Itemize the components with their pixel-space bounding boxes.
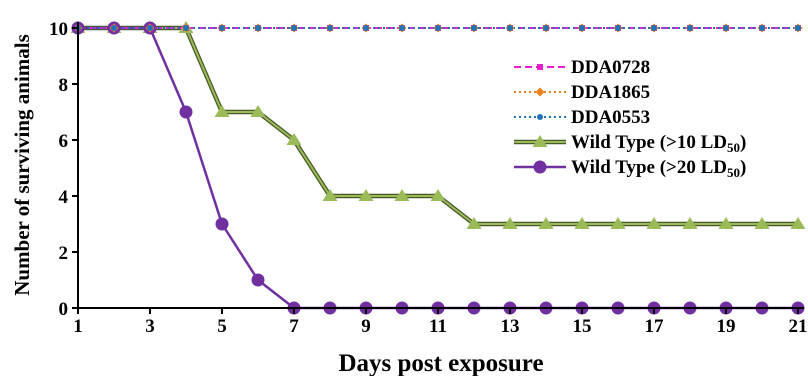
- legend-item-1-marker: [537, 64, 543, 70]
- x-tick-label: 5: [217, 316, 227, 337]
- series-4-point: [322, 189, 338, 201]
- y-tick-label: 6: [59, 131, 69, 152]
- series-3-point: [723, 25, 729, 31]
- series-3-point: [291, 25, 297, 31]
- series-4-point: [754, 217, 770, 229]
- x-tick-label: 11: [429, 316, 447, 337]
- legend-item-5-marker: [533, 160, 547, 174]
- series-4-point: [502, 217, 518, 229]
- series-3-point: [363, 25, 369, 31]
- y-tick-label: 4: [59, 187, 69, 208]
- legend-item-2: DDA1865: [514, 82, 650, 103]
- x-tick-label: 9: [361, 316, 371, 337]
- legend-item-4: Wild Type (>10 LD50): [514, 132, 746, 155]
- x-tick-label: 17: [645, 316, 665, 337]
- series-4-point: [358, 189, 374, 201]
- axes: [77, 22, 804, 309]
- series-3-point: [579, 25, 585, 31]
- legend-item-3: DDA0553: [514, 107, 650, 128]
- y-tick-label: 0: [59, 299, 69, 320]
- legend: DDA0728 DDA1865 DDA0553 Wild Type (>10 LD50…: [514, 57, 746, 180]
- legend-item-1: DDA0728: [514, 57, 650, 78]
- x-tick-label: 19: [717, 316, 736, 337]
- series-3-point: [471, 25, 477, 31]
- x-tick-label: 3: [145, 316, 155, 337]
- series-4-point: [430, 189, 446, 201]
- series-4-point: [574, 217, 590, 229]
- y-tick-label: 8: [59, 75, 69, 96]
- series-3-point: [399, 25, 405, 31]
- series-3-point: [147, 25, 153, 31]
- series-3-point: [183, 25, 189, 31]
- series-4-point: [538, 217, 554, 229]
- y-tick-label: 2: [59, 243, 69, 264]
- series-3-point: [327, 25, 333, 31]
- legend-item-5: Wild Type (>20 LD50): [514, 157, 746, 180]
- series-4-point: [286, 133, 302, 145]
- series-5-point: [179, 105, 193, 119]
- y-tick-label: 10: [49, 19, 68, 40]
- legend-item-2-label: DDA1865: [571, 82, 650, 103]
- series-3-point: [219, 25, 225, 31]
- series-3-point: [543, 25, 549, 31]
- series-4-point: [718, 217, 734, 229]
- legend-item-3-label: DDA0553: [571, 107, 650, 128]
- series-5-point: [251, 273, 265, 287]
- series-4-point: [682, 217, 698, 229]
- series-4-point: [394, 189, 410, 201]
- x-tick-label: 7: [289, 316, 299, 337]
- series-3-point: [615, 25, 621, 31]
- series-4-point: [250, 105, 266, 117]
- series-4-point: [466, 217, 482, 229]
- legend-item-4-marker: [532, 135, 548, 147]
- x-tick-label: 13: [501, 316, 520, 337]
- legend-item-5-label: Wild Type (>20 LD50): [571, 157, 746, 180]
- series-3-point: [687, 25, 693, 31]
- series-3-point: [507, 25, 513, 31]
- series-5-point: [215, 217, 229, 231]
- legend-item-2-marker: [535, 87, 545, 97]
- legend-item-1-label: DDA0728: [571, 57, 650, 78]
- series-3-point: [651, 25, 657, 31]
- series-3-point: [255, 25, 261, 31]
- y-axis-title: Number of surviving animals: [10, 34, 34, 296]
- x-tick-label: 15: [573, 316, 592, 337]
- series-3-point: [111, 25, 117, 31]
- series-3-point: [435, 25, 441, 31]
- legend-item-3-marker: [537, 114, 543, 120]
- x-tick-label: 1: [73, 316, 83, 337]
- series-4-point: [214, 105, 230, 117]
- series-markers: [70, 21, 806, 315]
- series-4-point: [646, 217, 662, 229]
- legend-item-4-label: Wild Type (>10 LD50): [571, 132, 746, 155]
- x-tick-label: 21: [789, 316, 808, 337]
- series-3-point: [759, 25, 765, 31]
- series-4-point: [610, 217, 626, 229]
- x-axis-title: Days post exposure: [338, 350, 543, 376]
- series-4-point: [790, 217, 806, 229]
- series-3-point: [795, 25, 801, 31]
